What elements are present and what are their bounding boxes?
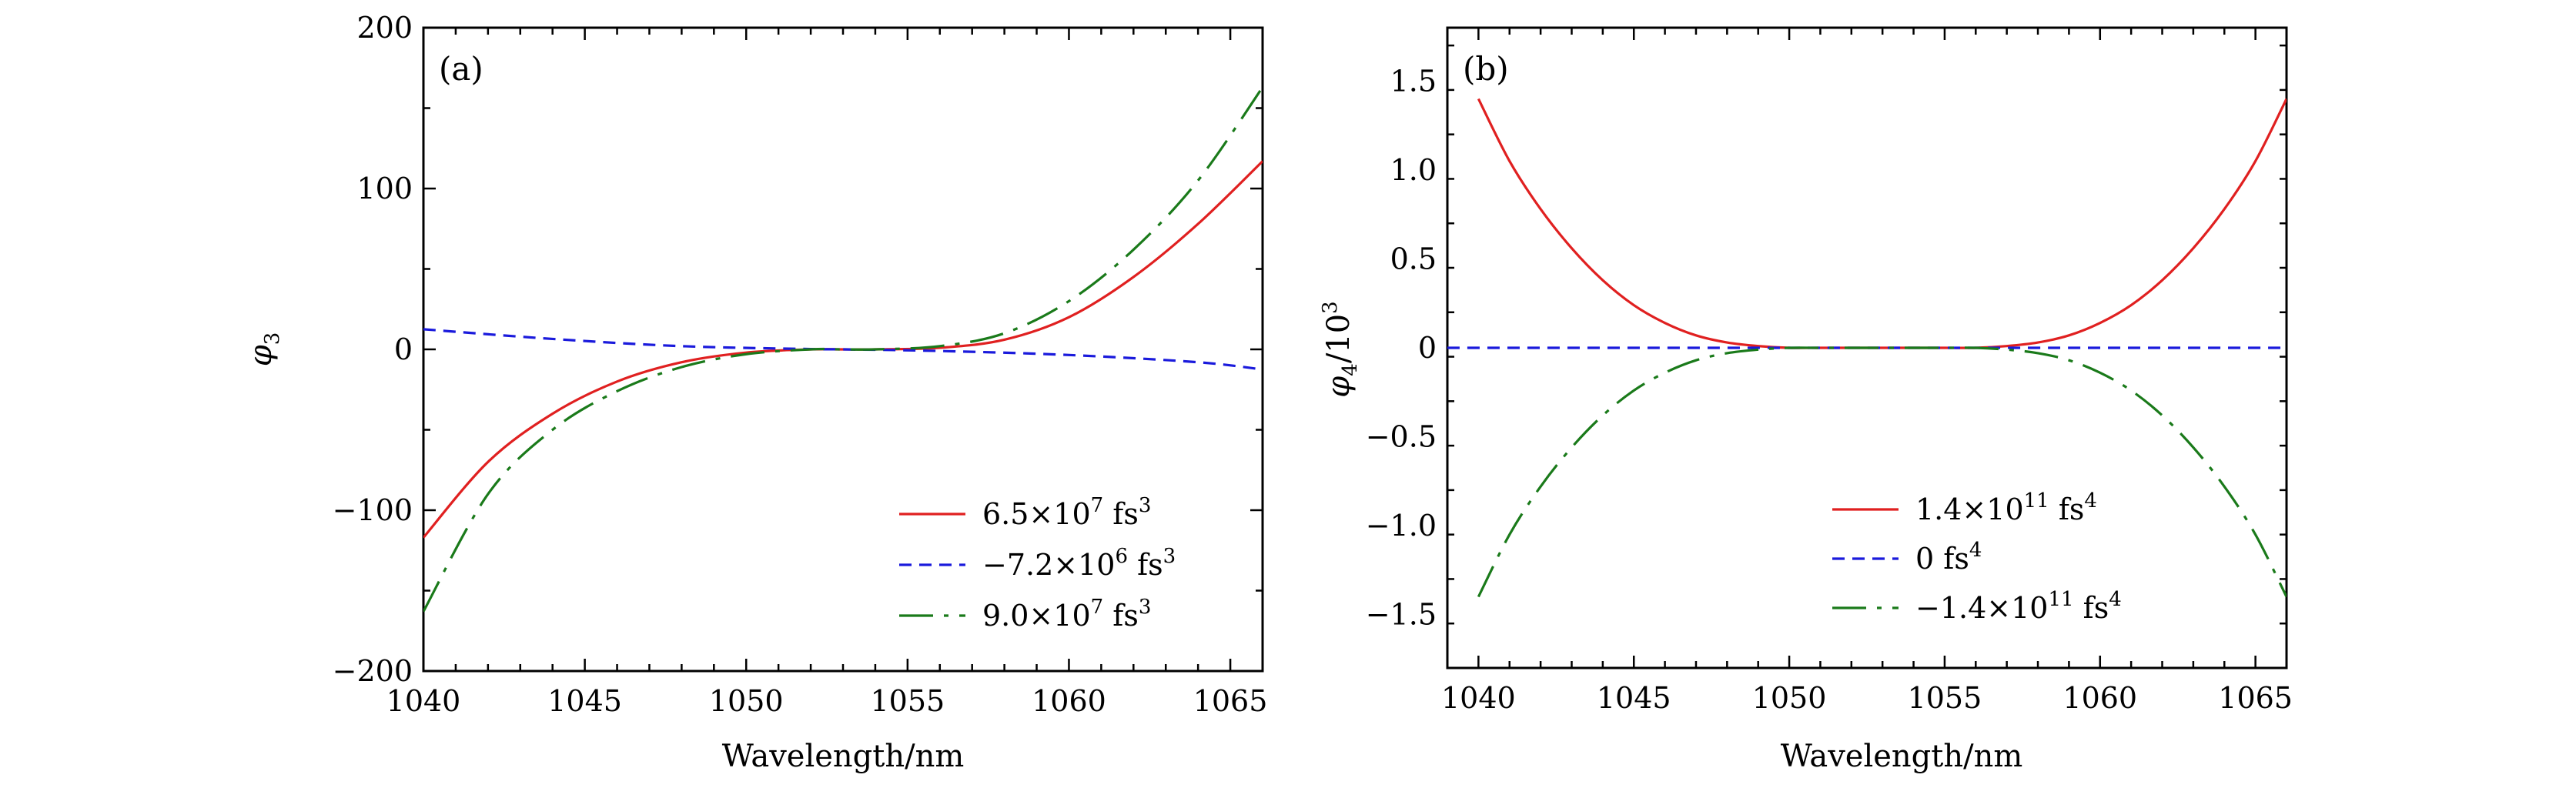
y-tick-label: −0.5 xyxy=(1366,420,1437,454)
panel-a-label: (a) xyxy=(439,50,483,88)
x-tick-label: 1040 xyxy=(386,684,461,718)
panel-b-xlabel: Wavelength/nm xyxy=(1781,739,2023,774)
y-tick-label: 200 xyxy=(356,11,413,45)
panel-b-label: (b) xyxy=(1463,50,1509,88)
panel-a: 1040 1045 1050 1055 1060 1065−200−1000100200 … xyxy=(243,11,1267,774)
x-tick-label: 1065 xyxy=(2218,681,2293,715)
y-tick-label: −1.5 xyxy=(1366,598,1437,632)
y-tick-label: 0 xyxy=(1418,331,1437,365)
legend-entry-2: 9.0×107 fs3 xyxy=(982,596,1151,633)
svg-text:φ4/103: φ4/103 xyxy=(1319,301,1362,397)
panel-b-ylabel: φ4/103 xyxy=(1319,301,1362,397)
x-tick-label: 1045 xyxy=(1597,681,1671,715)
x-tick-label: 1050 xyxy=(1752,681,1827,715)
x-tick-label: 1045 xyxy=(547,684,622,718)
x-tick-label: 1040 xyxy=(1441,681,1516,715)
panel-b-legend: 1.4×1011 fs4 0 fs4 −1.4×1011 fs4 xyxy=(1832,489,2122,625)
y-tick-label: −100 xyxy=(333,493,413,527)
y-tick-label: 1.5 xyxy=(1390,64,1437,98)
panel-b: 1040 1045 1050 1055 1060 1065 −1.5 −1.0 −0.5 0 0.5… xyxy=(1319,26,2293,774)
series-line-2 xyxy=(423,86,1263,613)
x-tick-label: 1055 xyxy=(870,684,945,718)
x-tick-label: 1060 xyxy=(2062,681,2137,715)
y-tick-label: 0 xyxy=(394,332,413,366)
series-line-1 xyxy=(423,328,1263,371)
x-tick-label: 1050 xyxy=(709,684,784,718)
panel-a-ticks: 1040 1045 1050 1055 1060 1065 −200 −100 0 100 200 xyxy=(333,11,1268,718)
legend-entry-1: 0 fs4 xyxy=(1915,539,1982,576)
y-tick-label: 1.0 xyxy=(1390,153,1437,187)
legend-entry-0: 1.4×1011 fs4 xyxy=(1915,489,2097,526)
x-tick-label: 1055 xyxy=(1908,681,1982,715)
y-tick-label: 0.5 xyxy=(1390,242,1437,275)
series-line-0 xyxy=(423,160,1263,539)
panel-b-series xyxy=(1447,98,2287,598)
panel-a-legend: 6.5×107 fs3 −7.2×106 fs3 9.0×107 fs3 xyxy=(899,494,1176,633)
series-line-0 xyxy=(1477,98,2287,349)
y-tick-label: 100 xyxy=(356,172,413,205)
legend-entry-0: 6.5×107 fs3 xyxy=(982,494,1151,531)
y-tick-label: −200 xyxy=(333,654,413,688)
legend-entry-1: −7.2×106 fs3 xyxy=(982,545,1176,582)
svg-text:φ3: φ3 xyxy=(243,332,284,367)
y-tick-label: −1.0 xyxy=(1366,509,1437,543)
x-tick-label: 1060 xyxy=(1032,684,1106,718)
panel-a-ylabel: φ3 xyxy=(243,332,284,367)
panel-a-xlabel: Wavelength/nm xyxy=(722,739,965,774)
panel-b-ticks: 1040 1045 1050 1055 1060 1065 −1.5 −1.0 −0.5 0 0.5… xyxy=(1366,28,2293,715)
legend-entry-2: −1.4×1011 fs4 xyxy=(1915,588,2122,625)
x-tick-label: 1065 xyxy=(1193,684,1268,718)
panel-a-series xyxy=(423,86,1263,613)
